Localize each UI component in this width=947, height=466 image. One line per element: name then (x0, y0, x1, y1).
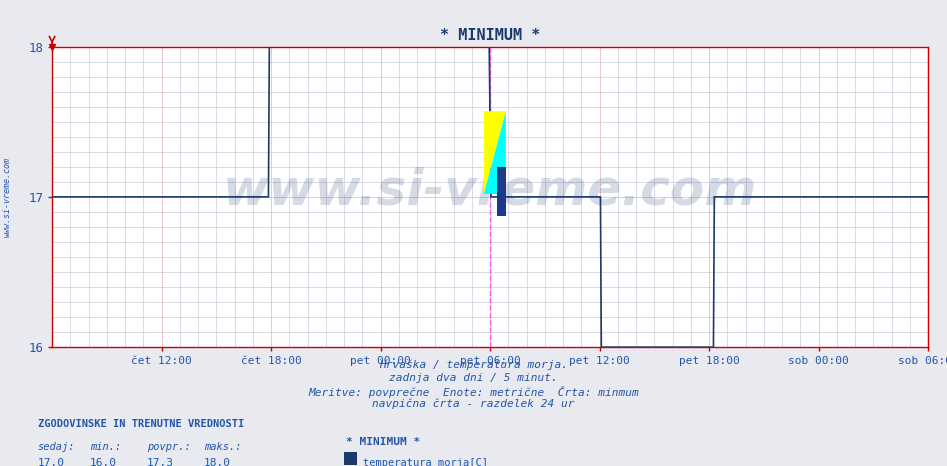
Text: 17,0: 17,0 (38, 458, 65, 466)
Text: ZGODOVINSKE IN TRENUTNE VREDNOSTI: ZGODOVINSKE IN TRENUTNE VREDNOSTI (38, 419, 244, 429)
Text: sedaj:: sedaj: (38, 442, 76, 452)
Text: povpr.:: povpr.: (147, 442, 190, 452)
Text: 17,3: 17,3 (147, 458, 174, 466)
Text: zadnja dva dni / 5 minut.: zadnja dva dni / 5 minut. (389, 373, 558, 383)
Text: 16,0: 16,0 (90, 458, 117, 466)
Text: www.si-vreme.com: www.si-vreme.com (223, 167, 758, 215)
Text: Meritve: povprečne  Enote: metrične  Črta: minmum: Meritve: povprečne Enote: metrične Črta:… (308, 386, 639, 398)
Bar (497, 167, 506, 216)
Text: maks.:: maks.: (204, 442, 241, 452)
Text: temperatura morja[C]: temperatura morja[C] (363, 458, 488, 466)
Polygon shape (484, 111, 506, 194)
Title: * MINIMUM *: * MINIMUM * (440, 27, 540, 43)
Text: Hrvaška / temperatura morja.: Hrvaška / temperatura morja. (379, 360, 568, 370)
Text: navpična črta - razdelek 24 ur: navpična črta - razdelek 24 ur (372, 399, 575, 410)
Text: 18,0: 18,0 (204, 458, 231, 466)
Polygon shape (484, 111, 506, 194)
Text: min.:: min.: (90, 442, 121, 452)
Text: www.si-vreme.com: www.si-vreme.com (3, 157, 12, 237)
Text: * MINIMUM *: * MINIMUM * (346, 437, 420, 447)
